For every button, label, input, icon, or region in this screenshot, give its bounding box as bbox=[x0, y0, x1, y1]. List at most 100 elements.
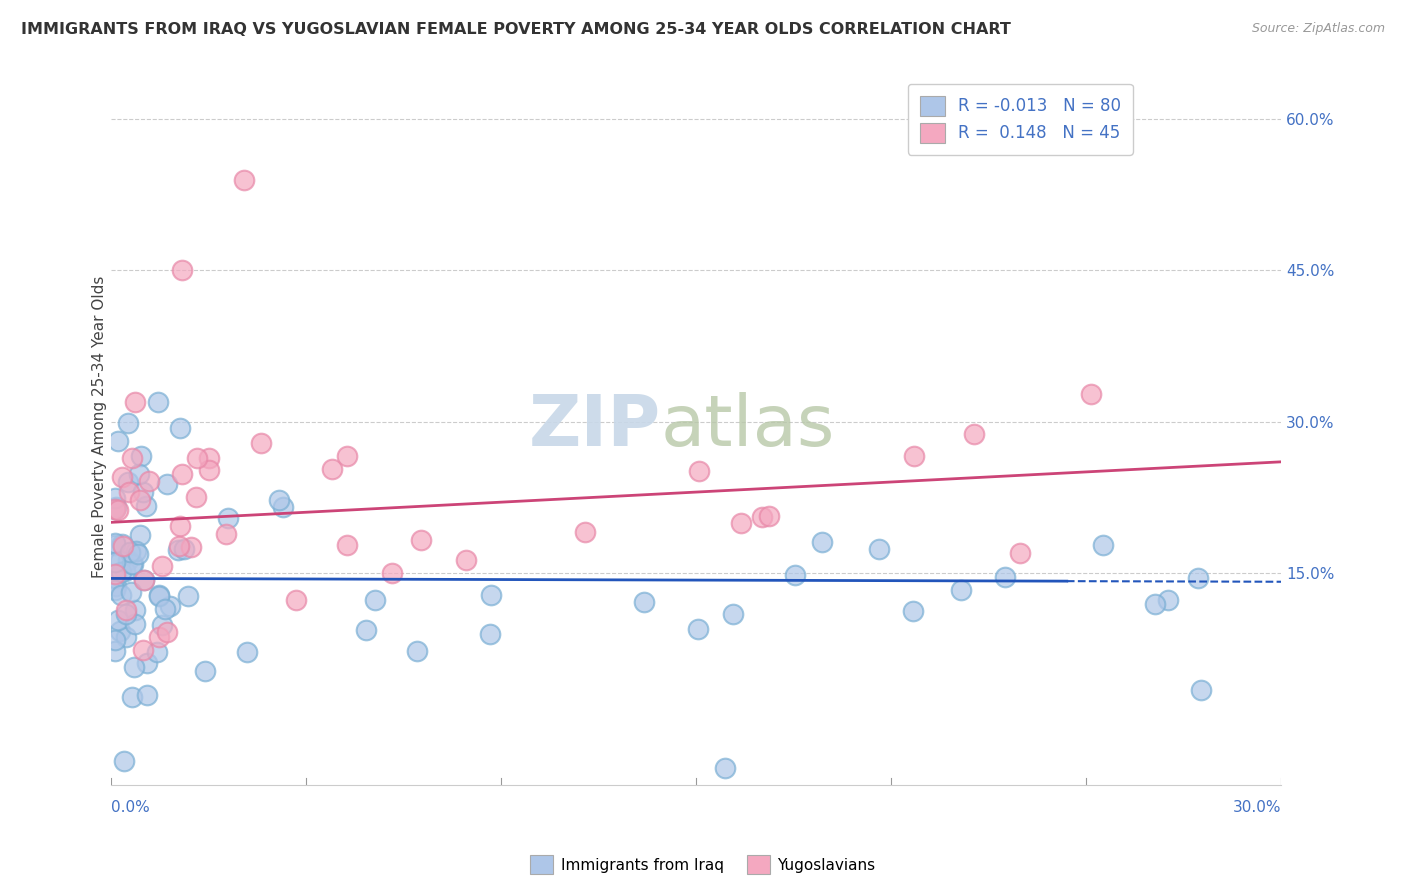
Point bbox=[132, 643, 155, 657]
Point bbox=[1157, 592, 1180, 607]
Point bbox=[381, 566, 404, 581]
Point bbox=[115, 631, 138, 645]
Point bbox=[104, 555, 127, 569]
Point bbox=[1189, 682, 1212, 697]
Point bbox=[108, 624, 131, 639]
Point bbox=[364, 593, 387, 607]
Point bbox=[1080, 387, 1102, 401]
Point bbox=[104, 644, 127, 658]
Point bbox=[114, 607, 136, 622]
Point bbox=[136, 656, 159, 670]
Point bbox=[121, 690, 143, 704]
Point bbox=[104, 571, 127, 585]
Text: Source: ZipAtlas.com: Source: ZipAtlas.com bbox=[1251, 22, 1385, 36]
Point bbox=[186, 450, 208, 465]
Point bbox=[107, 434, 129, 448]
Point bbox=[110, 588, 132, 602]
Point bbox=[146, 394, 169, 409]
Point bbox=[479, 588, 502, 602]
Point bbox=[111, 469, 134, 483]
Point bbox=[354, 624, 377, 638]
Point bbox=[336, 538, 359, 552]
Point bbox=[217, 511, 239, 525]
Point bbox=[121, 558, 143, 572]
Point bbox=[194, 664, 217, 678]
Text: 0.0%: 0.0% bbox=[111, 800, 149, 815]
Text: IMMIGRANTS FROM IRAQ VS YUGOSLAVIAN FEMALE POVERTY AMONG 25-34 YEAR OLDS CORRELA: IMMIGRANTS FROM IRAQ VS YUGOSLAVIAN FEMA… bbox=[21, 22, 1011, 37]
Point bbox=[104, 538, 127, 552]
Point bbox=[104, 502, 127, 516]
Point bbox=[136, 688, 159, 702]
Point bbox=[633, 595, 655, 609]
Point bbox=[730, 516, 752, 530]
Point bbox=[1008, 546, 1031, 560]
Point bbox=[714, 761, 737, 775]
Point bbox=[148, 589, 170, 603]
Point bbox=[454, 552, 477, 566]
Point bbox=[124, 616, 146, 631]
Point bbox=[963, 427, 986, 442]
Point bbox=[107, 503, 129, 517]
Point bbox=[811, 534, 834, 549]
Point bbox=[127, 547, 149, 561]
Point bbox=[114, 564, 136, 578]
Point bbox=[688, 623, 710, 637]
Point bbox=[169, 421, 191, 435]
Point bbox=[104, 491, 127, 505]
Legend: Immigrants from Iraq, Yugoslavians: Immigrants from Iraq, Yugoslavians bbox=[524, 849, 882, 880]
Point bbox=[574, 524, 596, 539]
Point bbox=[170, 467, 193, 482]
Text: 30.0%: 30.0% bbox=[1233, 800, 1281, 815]
Point bbox=[148, 589, 170, 603]
Point bbox=[363, 807, 385, 822]
Point bbox=[150, 617, 173, 632]
Point bbox=[159, 599, 181, 614]
Point bbox=[104, 583, 127, 598]
Point bbox=[169, 519, 191, 533]
Point bbox=[120, 584, 142, 599]
Point bbox=[121, 450, 143, 465]
Point bbox=[177, 589, 200, 603]
Point bbox=[128, 493, 150, 508]
Point bbox=[336, 450, 359, 464]
Point bbox=[903, 449, 925, 463]
Text: ZIP: ZIP bbox=[529, 392, 661, 461]
Point bbox=[117, 553, 139, 567]
Point bbox=[271, 500, 294, 515]
Point bbox=[156, 625, 179, 640]
Point bbox=[124, 603, 146, 617]
Point bbox=[118, 484, 141, 499]
Point bbox=[107, 613, 129, 627]
Point bbox=[236, 645, 259, 659]
Point bbox=[156, 477, 179, 491]
Point bbox=[901, 604, 924, 618]
Point bbox=[105, 500, 128, 514]
Point bbox=[148, 630, 170, 644]
Point bbox=[321, 461, 343, 475]
Point bbox=[186, 490, 208, 504]
Point bbox=[167, 539, 190, 553]
Point bbox=[198, 463, 221, 477]
Point bbox=[110, 565, 132, 579]
Point bbox=[104, 536, 127, 550]
Point bbox=[758, 509, 780, 524]
Point bbox=[129, 528, 152, 542]
Point bbox=[135, 499, 157, 513]
Point bbox=[232, 172, 254, 186]
Point bbox=[173, 542, 195, 557]
Point bbox=[1187, 571, 1209, 585]
Point bbox=[478, 626, 501, 640]
Point bbox=[104, 567, 127, 582]
Point bbox=[411, 533, 433, 547]
Point bbox=[104, 633, 127, 648]
Point bbox=[250, 436, 273, 450]
Point bbox=[1144, 597, 1167, 611]
Point bbox=[405, 644, 427, 658]
Point bbox=[1091, 538, 1114, 552]
Point bbox=[721, 607, 744, 622]
Point bbox=[145, 645, 167, 659]
Point bbox=[994, 570, 1017, 584]
Point bbox=[118, 544, 141, 558]
Point bbox=[117, 475, 139, 489]
Point bbox=[166, 543, 188, 558]
